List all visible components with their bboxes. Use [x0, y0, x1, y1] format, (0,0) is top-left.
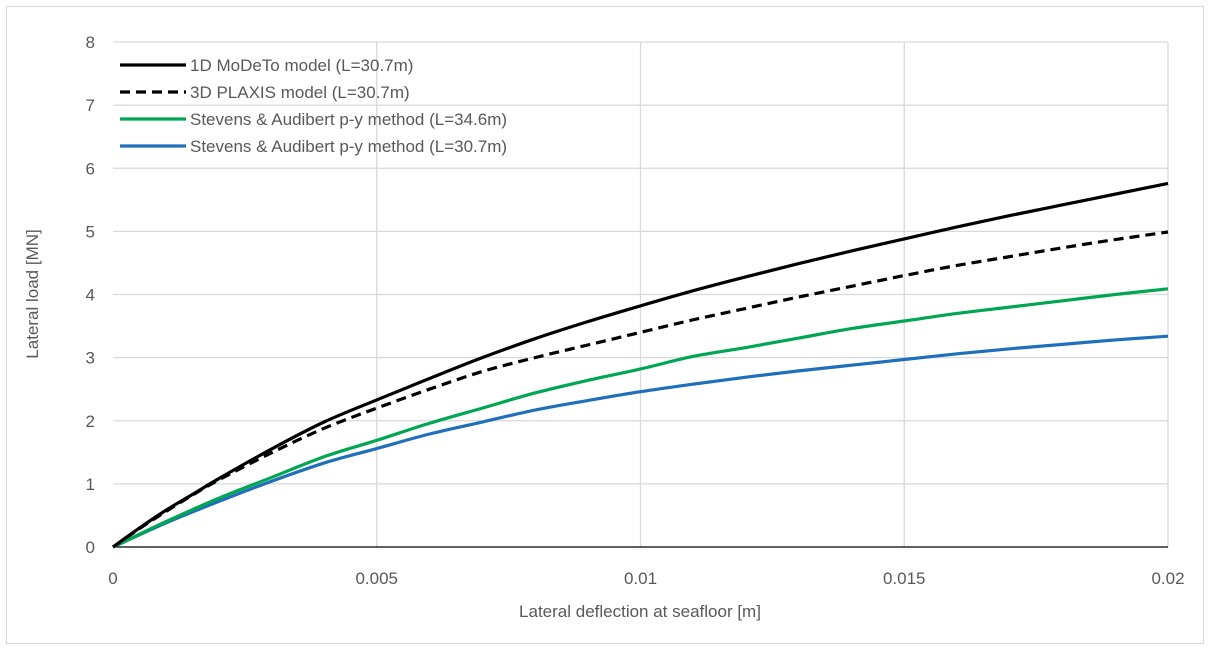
x-tick-label: 0.015 [883, 569, 926, 588]
y-tick-label: 8 [86, 33, 95, 52]
series-line-4 [112, 334, 1169, 549]
legend-label-3: Stevens & Audibert p-y method (L=34.6m) [190, 110, 507, 129]
y-tick-label: 5 [86, 222, 95, 241]
gridlines [113, 41, 1169, 547]
x-axis-title: Lateral deflection at seafloor [m] [519, 602, 761, 621]
legend-label-2: 3D PLAXIS model (L=30.7m) [190, 83, 410, 102]
x-tick-label: 0 [108, 569, 117, 588]
y-tick-label: 3 [86, 349, 95, 368]
chart-frame [6, 6, 1204, 644]
y-tick-label: 0 [86, 538, 95, 557]
x-tick-label: 0.01 [624, 569, 657, 588]
y-tick-label: 6 [86, 159, 95, 178]
legend-label-1: 1D MoDeTo model (L=30.7m) [190, 56, 413, 75]
series-lines [112, 181, 1169, 549]
legend: 1D MoDeTo model (L=30.7m) 3D PLAXIS model… [120, 56, 507, 156]
legend-label-4: Stevens & Audibert p-y method (L=30.7m) [190, 137, 507, 156]
series-line-1 [112, 181, 1169, 549]
series-line-3 [112, 287, 1169, 549]
y-tick-label: 4 [86, 286, 95, 305]
axes: 0 1 2 3 4 5 6 7 8 0 0.005 0.01 0.015 0.02 [86, 33, 1185, 588]
x-tick-label: 0.005 [355, 569, 398, 588]
x-tick-label: 0.02 [1151, 569, 1184, 588]
y-tick-label: 1 [86, 475, 95, 494]
y-axis-title: Lateral load [MN] [23, 229, 42, 358]
y-tick-label: 2 [86, 412, 95, 431]
y-tick-label: 7 [86, 96, 95, 115]
